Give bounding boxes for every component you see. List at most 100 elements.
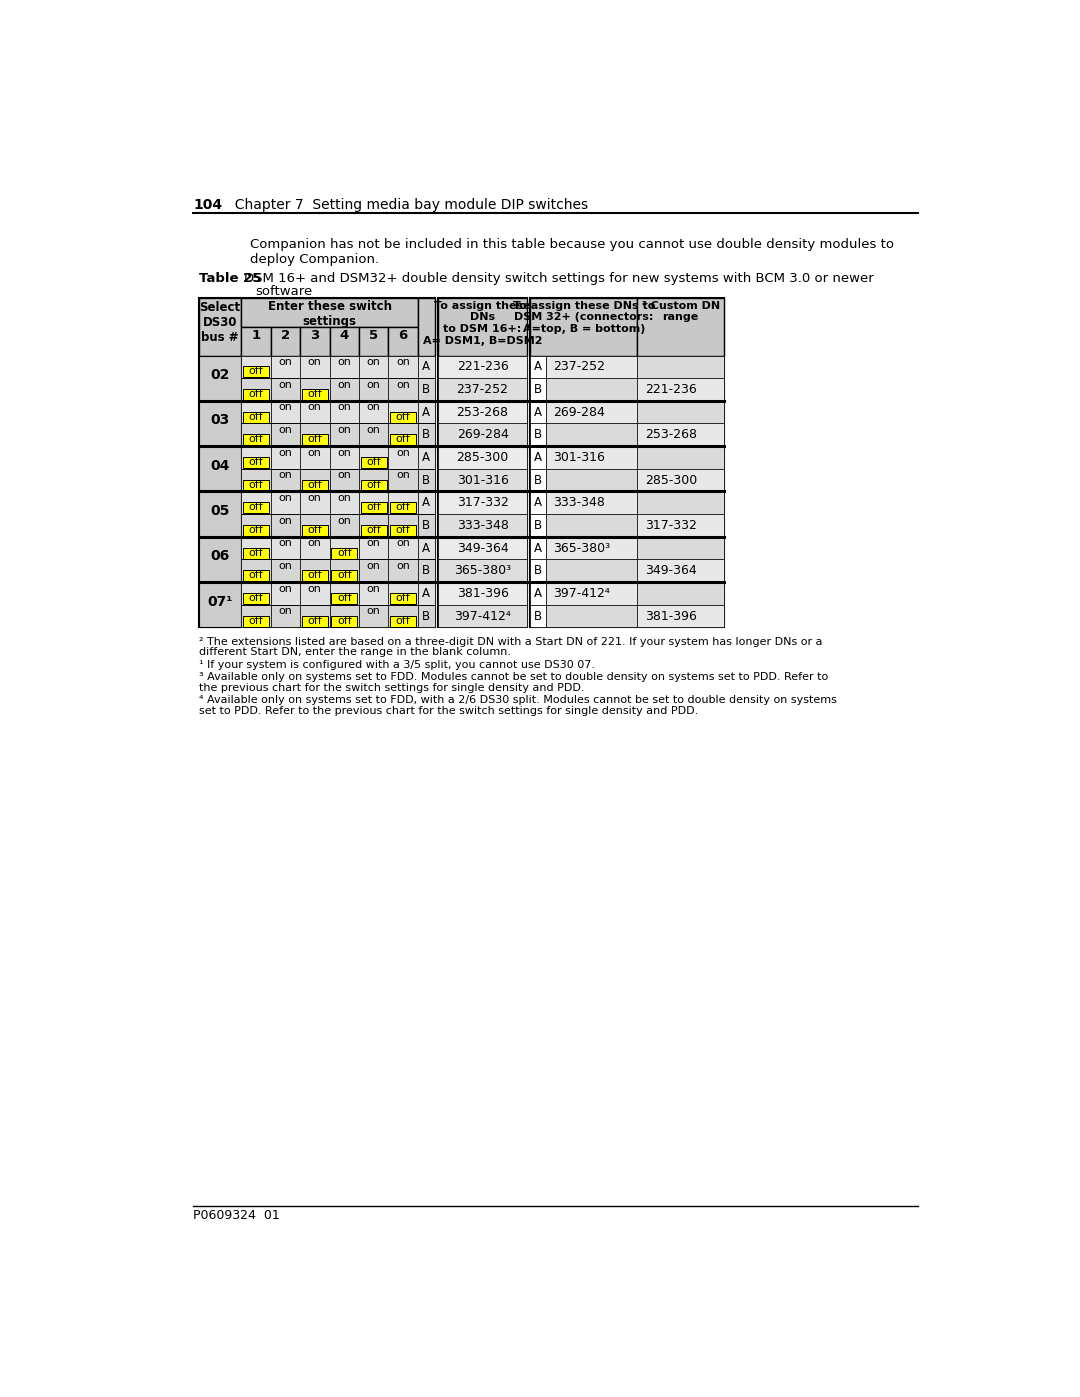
Bar xyxy=(271,583,300,605)
Text: on: on xyxy=(367,584,380,594)
Bar xyxy=(241,446,271,469)
Bar xyxy=(329,559,359,583)
Bar xyxy=(241,559,271,583)
Text: on: on xyxy=(337,358,351,367)
Bar xyxy=(389,469,418,492)
Bar xyxy=(545,559,637,583)
Text: off: off xyxy=(337,548,352,557)
Bar xyxy=(545,401,637,423)
Bar xyxy=(389,559,418,583)
Bar xyxy=(389,492,418,514)
Text: on: on xyxy=(396,471,410,481)
Bar xyxy=(438,379,527,401)
Bar xyxy=(199,492,241,536)
Text: off: off xyxy=(395,412,410,422)
Bar xyxy=(438,423,527,446)
Bar xyxy=(418,355,435,379)
Bar xyxy=(300,514,329,536)
Text: off: off xyxy=(366,503,381,513)
Text: 365-380³: 365-380³ xyxy=(454,564,511,577)
Bar xyxy=(530,355,545,379)
Text: 285-300: 285-300 xyxy=(645,474,698,486)
Text: off: off xyxy=(248,548,264,557)
Text: 301-316: 301-316 xyxy=(554,451,606,464)
Text: software: software xyxy=(255,285,312,299)
Bar xyxy=(329,536,359,559)
Bar xyxy=(329,379,359,401)
Bar xyxy=(390,434,416,446)
Bar xyxy=(300,536,329,559)
Bar xyxy=(545,446,637,469)
Bar xyxy=(530,605,545,627)
Bar xyxy=(271,469,300,492)
Bar xyxy=(390,592,416,604)
Text: 381-396: 381-396 xyxy=(645,609,697,623)
Text: on: on xyxy=(396,562,410,571)
Text: Chapter 7  Setting media bay module DIP switches: Chapter 7 Setting media bay module DIP s… xyxy=(227,197,589,212)
Bar xyxy=(438,583,527,605)
Bar xyxy=(271,514,300,536)
Bar xyxy=(199,355,241,401)
Text: on: on xyxy=(367,358,380,367)
Text: on: on xyxy=(337,380,351,390)
Bar xyxy=(418,583,435,605)
Text: off: off xyxy=(366,479,381,489)
Bar xyxy=(389,446,418,469)
Text: on: on xyxy=(279,584,293,594)
Text: B: B xyxy=(422,429,431,441)
Bar xyxy=(359,583,389,605)
Text: on: on xyxy=(337,402,351,412)
Text: off: off xyxy=(248,388,264,400)
Bar xyxy=(300,559,329,583)
Bar xyxy=(243,503,269,513)
Text: off: off xyxy=(248,366,264,376)
Text: Select
DS30
bus #: Select DS30 bus # xyxy=(200,300,241,344)
Bar xyxy=(300,469,329,492)
Text: off: off xyxy=(248,457,264,467)
Text: A: A xyxy=(534,360,542,373)
Bar xyxy=(530,298,637,355)
Bar xyxy=(241,327,271,355)
Bar xyxy=(329,492,359,514)
Text: B: B xyxy=(422,518,431,532)
Text: A: A xyxy=(422,451,431,464)
Bar xyxy=(300,446,329,469)
Bar xyxy=(530,492,545,514)
Text: the previous chart for the switch settings for single density and PDD.: the previous chart for the switch settin… xyxy=(199,683,584,693)
Bar xyxy=(243,479,269,490)
Bar xyxy=(389,355,418,379)
Bar xyxy=(545,605,637,627)
Bar xyxy=(359,492,389,514)
Text: 397-412⁴: 397-412⁴ xyxy=(455,609,511,623)
Text: ² The extensions listed are based on a three-digit DN with a Start DN of 221. If: ² The extensions listed are based on a t… xyxy=(199,637,822,647)
Text: B: B xyxy=(534,474,542,486)
Text: off: off xyxy=(248,434,264,444)
Bar xyxy=(241,514,271,536)
Text: on: on xyxy=(279,402,293,412)
Bar xyxy=(545,423,637,446)
Bar xyxy=(329,446,359,469)
Text: A: A xyxy=(534,451,542,464)
Bar xyxy=(199,446,241,492)
Bar xyxy=(637,469,724,492)
Text: 381-396: 381-396 xyxy=(457,587,509,599)
Bar xyxy=(300,423,329,446)
Text: on: on xyxy=(308,358,322,367)
Text: 6: 6 xyxy=(399,328,408,342)
Bar xyxy=(271,401,300,423)
Bar xyxy=(545,379,637,401)
Text: off: off xyxy=(395,434,410,444)
Bar xyxy=(359,446,389,469)
Bar xyxy=(271,355,300,379)
Bar xyxy=(241,536,271,559)
Text: on: on xyxy=(308,538,322,548)
Text: 07¹: 07¹ xyxy=(207,595,232,609)
Text: off: off xyxy=(248,570,264,580)
Text: on: on xyxy=(308,447,322,458)
Text: on: on xyxy=(367,606,380,616)
Bar xyxy=(300,583,329,605)
Bar xyxy=(545,469,637,492)
Bar xyxy=(637,536,724,559)
Text: 333-348: 333-348 xyxy=(554,496,606,510)
Bar xyxy=(359,355,389,379)
